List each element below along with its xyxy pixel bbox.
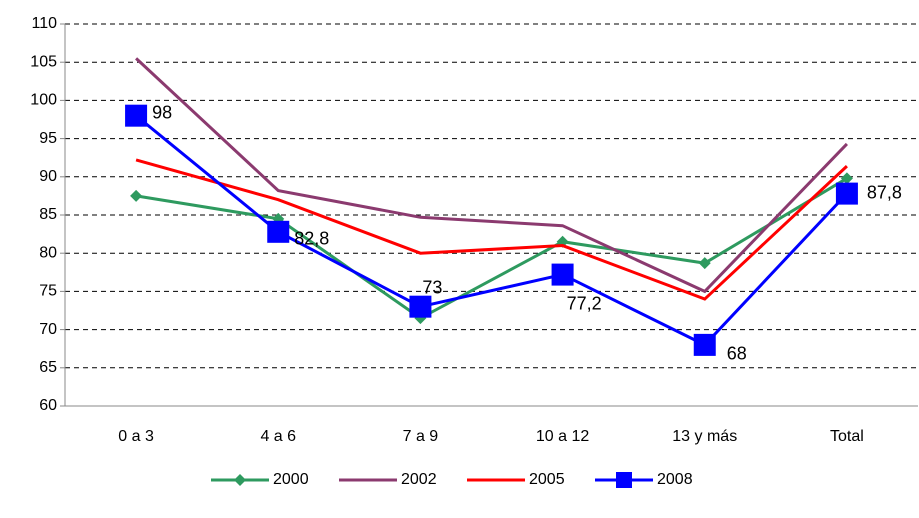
legend-label: 2000 <box>273 471 309 488</box>
data-label: 98 <box>152 102 172 122</box>
y-tick-label: 85 <box>39 206 57 223</box>
data-label: 68 <box>727 344 747 364</box>
series-line <box>135 114 849 347</box>
marker <box>698 257 711 270</box>
x-tick-label: 7 a 9 <box>403 428 439 445</box>
marker <box>409 295 432 318</box>
marker <box>840 172 853 185</box>
y-tick-label: 95 <box>39 130 57 147</box>
x-tick-label: 13 y más <box>672 428 737 445</box>
legend-label: 2005 <box>529 471 565 488</box>
series-line <box>135 177 848 320</box>
y-tick-label: 100 <box>30 92 57 109</box>
series-line <box>135 158 848 301</box>
data-label: 82,8 <box>294 229 329 249</box>
marker <box>267 220 290 243</box>
y-tick-label: 70 <box>39 321 57 338</box>
y-tick-label: 90 <box>39 168 57 185</box>
marker <box>234 474 246 486</box>
marker <box>125 104 148 127</box>
marker <box>616 472 632 488</box>
y-tick-label: 80 <box>39 244 57 261</box>
y-tick-label: 65 <box>39 359 57 376</box>
data-label: 73 <box>422 277 442 297</box>
marker <box>130 189 143 202</box>
y-tick-label: 110 <box>31 15 57 32</box>
x-tick-label: 4 a 6 <box>260 428 296 445</box>
x-tick-label: 0 a 3 <box>118 428 154 445</box>
x-tick-label: Total <box>830 428 864 445</box>
y-tick-label: 105 <box>30 53 57 70</box>
data-label: 77,2 <box>567 293 602 313</box>
series-line <box>135 57 848 294</box>
y-tick-label: 60 <box>39 397 57 414</box>
data-label: 87,8 <box>867 182 902 202</box>
legend-label: 2002 <box>401 471 437 488</box>
marker <box>835 182 858 205</box>
marker <box>693 333 716 356</box>
y-tick-label: 75 <box>39 283 57 300</box>
legend-label: 2008 <box>657 471 693 488</box>
x-tick-label: 10 a 12 <box>536 428 589 445</box>
marker <box>551 263 574 286</box>
